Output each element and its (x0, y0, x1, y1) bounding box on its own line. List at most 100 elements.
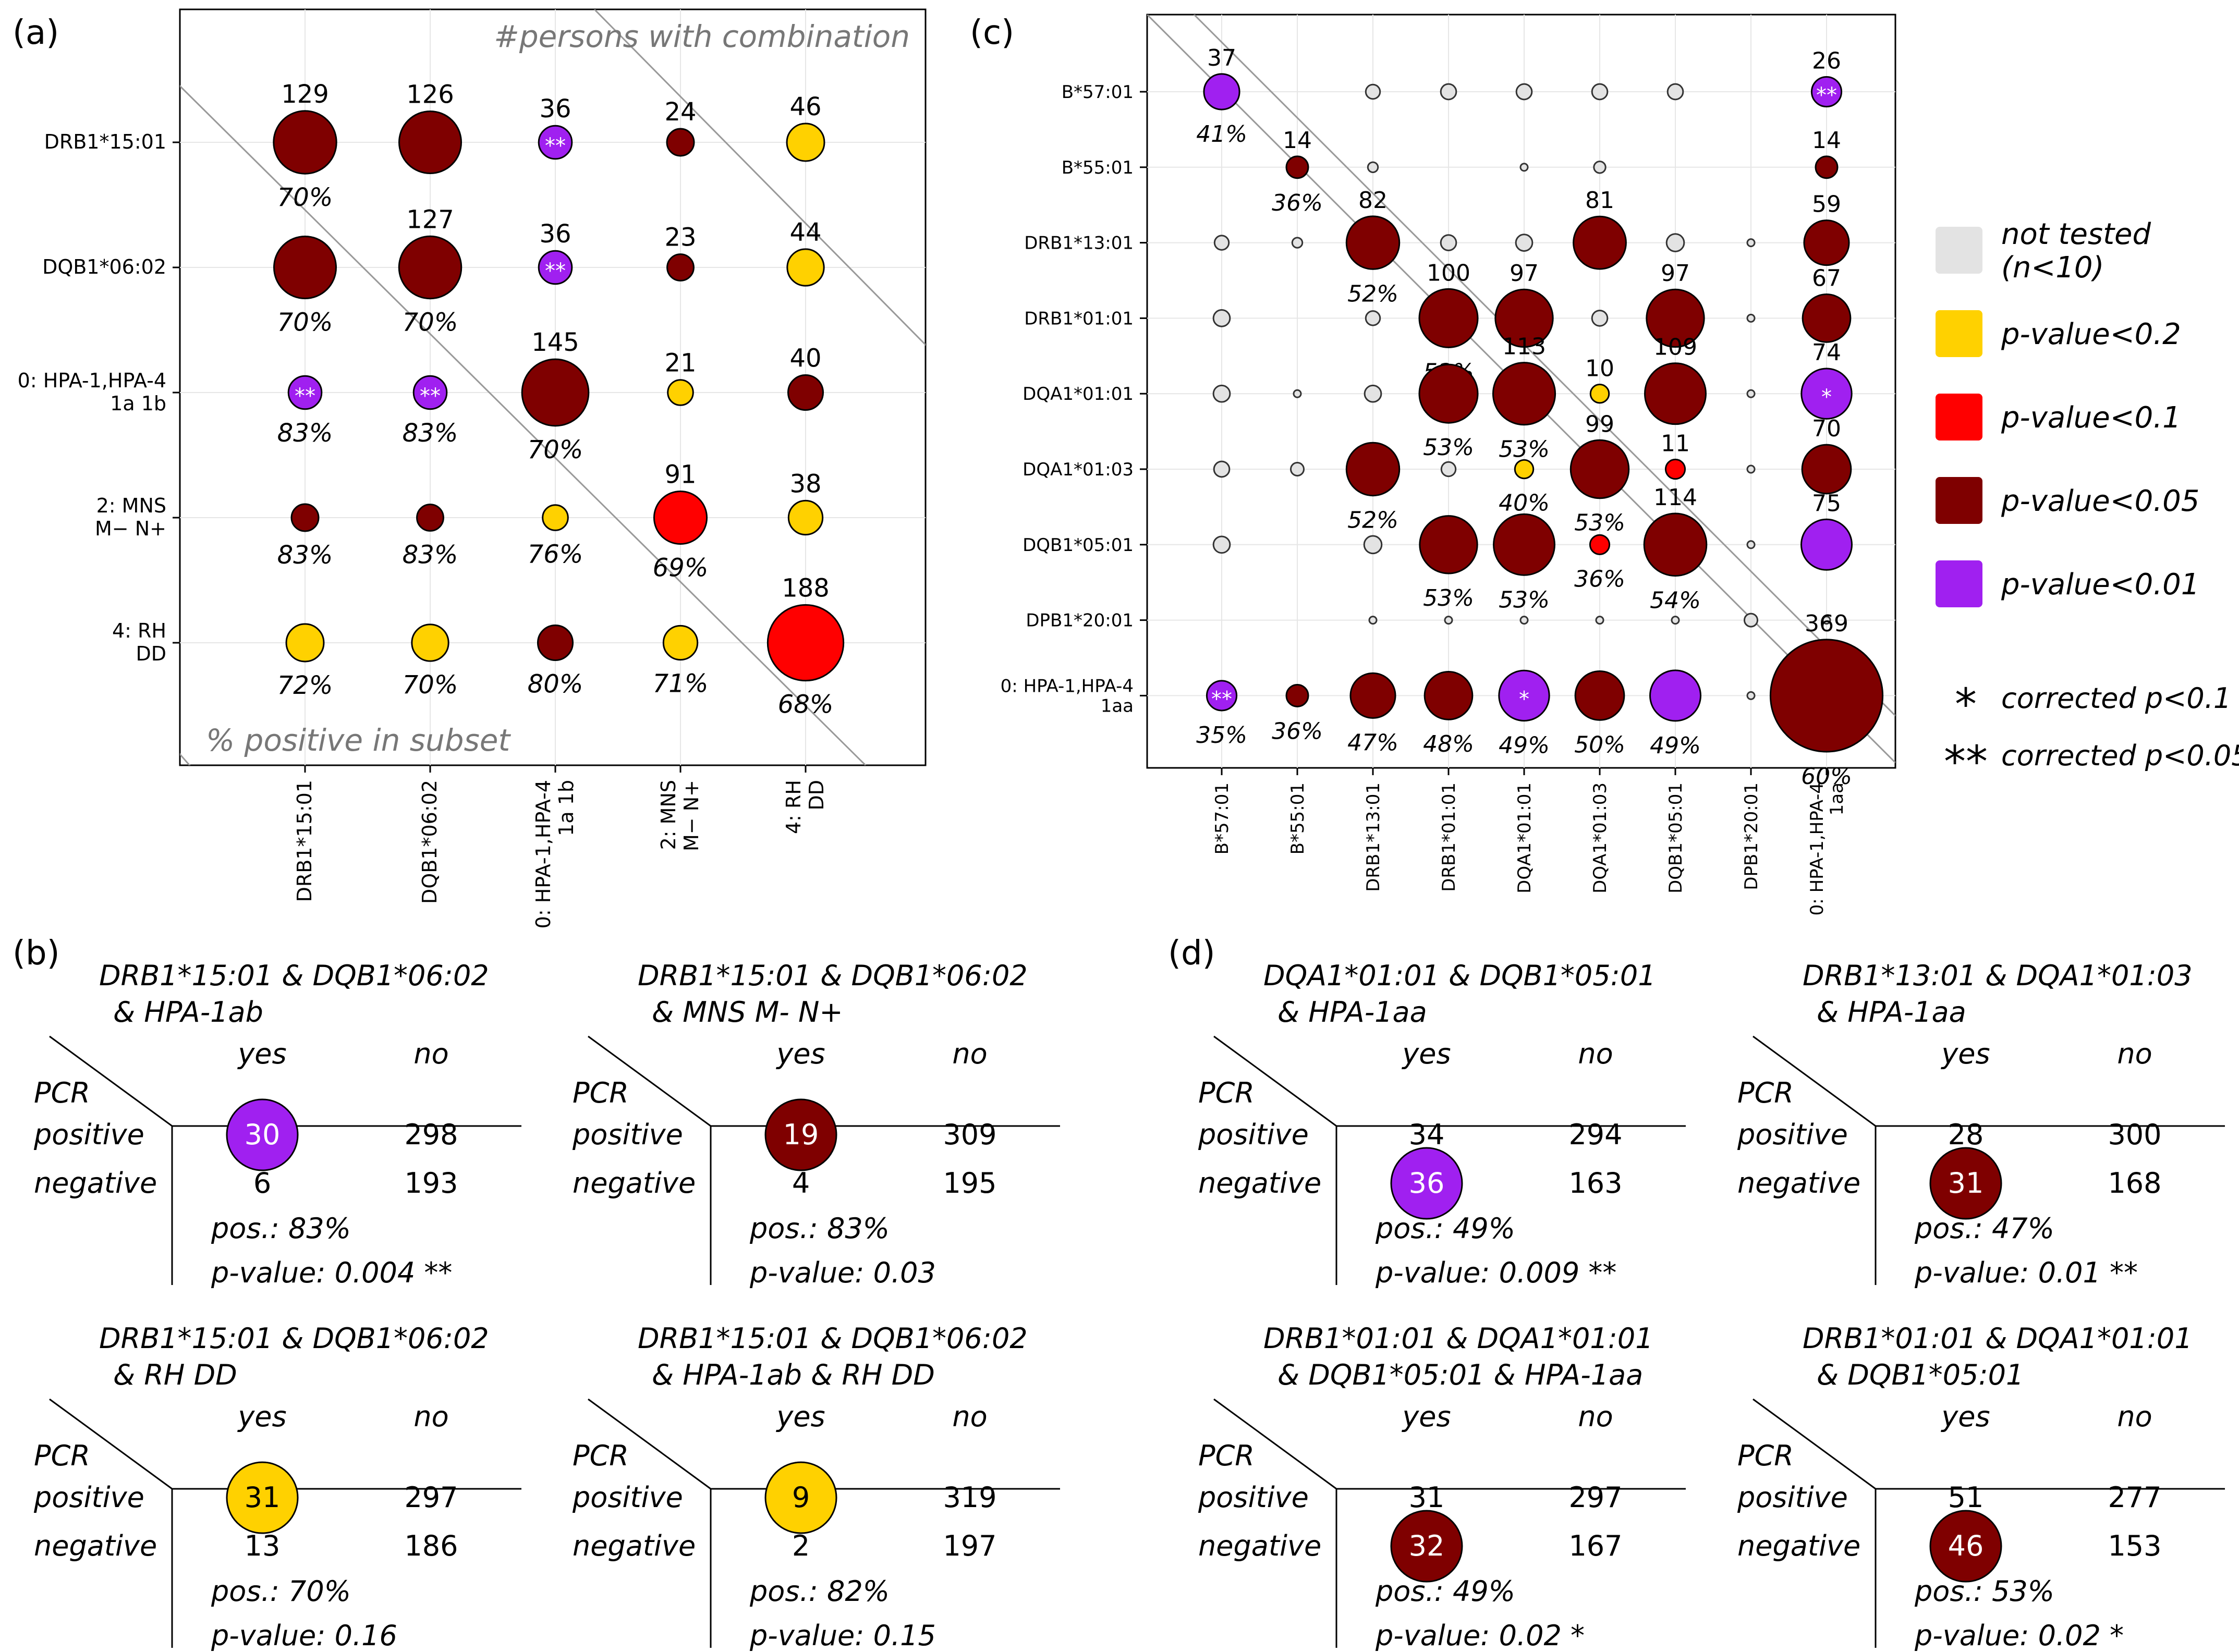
cell-value: 309 (943, 1118, 996, 1151)
significance-star: ** (545, 259, 566, 283)
table-title: & DQB1*05:01 (1817, 1359, 2024, 1391)
bubble-not_tested (1519, 163, 1529, 172)
row-header-negative: negative (1737, 1167, 1860, 1200)
table-title: & HPA-1aa (1277, 996, 1427, 1029)
row-header-positive: positive (1737, 1481, 1848, 1514)
count-label: 38 (789, 469, 821, 498)
count-label: 26 (1812, 47, 1841, 74)
highlight-circle (764, 1461, 837, 1534)
x-tick-label: DQB1*06:02 (418, 780, 441, 904)
bubble-p005 (273, 236, 337, 299)
bubble-p001 (1206, 680, 1238, 712)
col-header-yes: yes (1940, 1037, 1990, 1070)
bubble-p02 (786, 248, 825, 287)
y-tick-label: DQB1*05:01 (1023, 535, 1134, 556)
bubble-p01 (1589, 534, 1611, 555)
count-label: 82 (1358, 187, 1388, 214)
cell-value: 186 (404, 1529, 458, 1562)
bubble-p02 (667, 379, 694, 406)
cell-value: 163 (1568, 1167, 1622, 1200)
bubble-p005 (1418, 363, 1479, 424)
col-header-yes: yes (237, 1037, 286, 1070)
contingency-table: DRB1*13:01 & DQA1*01:03 & HPA-1aa yes no PCR… (1737, 959, 2225, 1289)
legend-label: (n<10) (2001, 251, 2104, 285)
bubble-p005 (290, 503, 320, 532)
count-label: 10 (1585, 355, 1614, 382)
bubble-p005 (398, 235, 463, 300)
legend-label: p-value<0.05 (2001, 484, 2199, 518)
significance-star: ** (420, 384, 441, 408)
significance-star: * (1821, 385, 1832, 409)
contingency-table: DRB1*01:01 & DQA1*01:01 & DQB1*05:01 & HP… (1198, 1322, 1686, 1652)
bubble-p005 (666, 253, 695, 282)
bubble-p005 (1418, 288, 1479, 348)
row-header-negative: negative (34, 1529, 157, 1562)
legend-label: p-value<0.01 (2001, 568, 2199, 602)
contingency-table: DQA1*01:01 & DQB1*05:01 & HPA-1aa yes no PCR… (1198, 959, 1686, 1289)
count-label: 369 (1805, 610, 1848, 637)
y-tick-label: 0: HPA-1,HPA-4 (18, 369, 166, 392)
count-label: 129 (281, 80, 329, 109)
bubble-not_tested (1515, 234, 1534, 252)
p-value: p-value: 0.009 ** (1375, 1256, 1616, 1289)
y-tick-label: B*57:01 (1062, 82, 1134, 103)
x-tick-label: B*55:01 (1287, 782, 1308, 854)
count-label: 23 (664, 223, 696, 252)
panel-label-d: (d) (1168, 934, 1215, 973)
contingency-table: DRB1*15:01 & DQB1*06:02 & HPA-1ab & RH DD… (572, 1322, 1060, 1652)
percent-label: 53% (1423, 434, 1474, 461)
y-tick-label: B*55:01 (1062, 157, 1134, 178)
cell-value: 298 (404, 1118, 458, 1151)
bubble-p001 (1800, 368, 1853, 420)
bubble-p01 (1664, 458, 1686, 480)
highlight-circle (1390, 1510, 1463, 1583)
col-header-yes: yes (1401, 1400, 1451, 1433)
percent-label: 70% (403, 670, 458, 700)
percent-label: 52% (1347, 507, 1398, 534)
percent-label: 71% (653, 669, 709, 699)
chart-subtitle: % positive in subset (206, 723, 511, 758)
bubble-p005 (521, 358, 590, 427)
count-label: 145 (531, 328, 579, 357)
bubble-not_tested (1746, 464, 1756, 474)
bubble-not_tested (1746, 389, 1756, 398)
count-label: 11 (1661, 430, 1690, 457)
percent-label: 68% (778, 690, 834, 719)
cell-value: 4 (792, 1167, 810, 1200)
panel-label-c: (c) (970, 14, 1014, 52)
col-header-yes: yes (237, 1400, 286, 1433)
legend-swatch-p02 (1936, 310, 1982, 357)
percent-label: 36% (1272, 190, 1323, 216)
bubble-p001 (412, 375, 448, 410)
y-tick-label: DQA1*01:01 (1023, 384, 1134, 405)
panel-label-b: (b) (13, 934, 60, 973)
bubble-not_tested (1213, 460, 1231, 478)
bubble-not_tested (1822, 616, 1831, 625)
col-header-yes: yes (775, 1400, 825, 1433)
highlight-circle (226, 1098, 299, 1171)
percent-label: 83% (403, 419, 458, 448)
table-corner-line (1213, 1398, 1337, 1490)
bubble-not_tested (1515, 83, 1533, 101)
percent-label: 83% (403, 540, 458, 569)
highlight-circle (764, 1098, 837, 1171)
p-value: p-value: 0.02 * (1914, 1619, 2124, 1652)
cell-value: 193 (404, 1167, 458, 1200)
col-header-no: no (952, 1400, 987, 1433)
count-label: 97 (1510, 260, 1539, 287)
bubble-not_tested (1591, 310, 1609, 327)
table-title: DRB1*13:01 & DQA1*01:03 (1803, 959, 2193, 992)
count-label: 21 (664, 349, 696, 378)
count-label: 59 (1812, 191, 1841, 218)
bubble-p005 (787, 374, 824, 411)
bubble-p005 (1345, 215, 1401, 270)
table-title: & MNS M- N+ (652, 996, 843, 1029)
x-tick-label: DQA1*01:01 (1514, 782, 1535, 894)
x-tick-label: B*57:01 (1212, 782, 1233, 854)
percent-positive: pos.: 53% (1914, 1575, 2054, 1608)
count-label: 36 (539, 219, 571, 249)
bubble-p02 (786, 123, 825, 162)
x-tick-label: 1a 1b (555, 780, 578, 836)
count-label: 188 (782, 573, 830, 603)
